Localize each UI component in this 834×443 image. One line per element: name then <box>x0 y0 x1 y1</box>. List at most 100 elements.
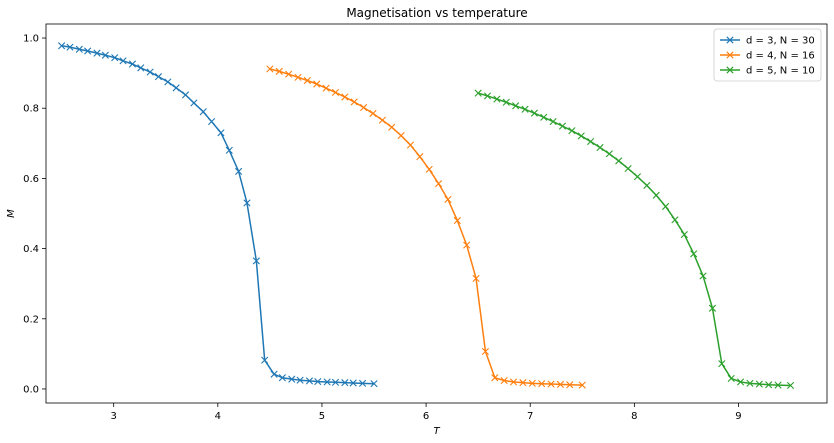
data-point <box>472 274 480 283</box>
series-1 <box>58 42 378 388</box>
data-point <box>181 91 190 99</box>
data-point <box>252 257 260 265</box>
data-point <box>727 374 735 383</box>
data-point <box>528 379 536 387</box>
chart-title: Magnetisation vs temperature <box>346 6 527 20</box>
data-point <box>671 216 679 224</box>
y-tick-label: 0.4 <box>23 244 39 255</box>
y-tick-label: 0.0 <box>23 384 39 395</box>
data-point <box>605 150 613 158</box>
data-point <box>662 202 670 211</box>
legend-swatch-marker <box>726 51 734 59</box>
data-point <box>207 117 216 126</box>
data-point <box>137 64 145 72</box>
legend-item: d = 4, N = 16 <box>720 51 815 62</box>
data-point <box>774 381 782 389</box>
data-point <box>718 360 726 368</box>
data-point <box>111 54 119 62</box>
data-point <box>305 377 314 385</box>
series-line <box>477 92 791 387</box>
y-tick-label: 0.6 <box>23 174 39 185</box>
data-point <box>341 93 349 101</box>
data-point <box>596 143 604 152</box>
axes-frame <box>45 23 828 404</box>
data-point <box>643 181 651 190</box>
data-point <box>708 304 717 312</box>
data-point <box>786 381 795 390</box>
data-point <box>481 347 490 356</box>
data-point <box>314 378 322 386</box>
data-point <box>549 117 557 126</box>
y-tick-label: 0.8 <box>23 104 39 115</box>
data-point <box>225 146 233 154</box>
x-axis-label: T <box>433 426 440 437</box>
data-point <box>331 378 340 386</box>
data-point <box>172 84 180 92</box>
x-axis: 3 4 5 6 7 8 9 <box>110 403 742 422</box>
data-point <box>578 381 586 389</box>
data-point <box>350 98 358 106</box>
data-point <box>416 153 424 161</box>
y-tick-label: 1.0 <box>23 34 39 45</box>
data-point <box>270 370 278 378</box>
data-point <box>322 84 330 92</box>
data-point <box>509 378 518 386</box>
data-point <box>369 109 377 118</box>
data-point <box>540 113 548 121</box>
data-point <box>261 356 269 364</box>
data-point <box>690 250 698 258</box>
data-point <box>444 195 452 204</box>
data-point <box>101 51 109 59</box>
data-point <box>502 98 510 106</box>
x-tick-label: 7 <box>527 411 533 422</box>
data-point <box>558 122 567 130</box>
data-point <box>615 157 623 165</box>
data-point <box>463 241 471 249</box>
data-point <box>547 380 555 388</box>
data-point <box>624 164 632 173</box>
data-point <box>406 141 415 149</box>
data-point <box>278 374 286 382</box>
data-point <box>199 108 207 116</box>
data-point <box>217 129 225 137</box>
x-tick-label: 4 <box>215 411 221 422</box>
data-point <box>378 116 386 124</box>
data-point <box>483 92 492 100</box>
legend: d = 3, N = 30 d = 4, N = 16 d = 5, N = 10 <box>713 28 822 82</box>
data-point <box>491 374 499 382</box>
data-point <box>397 132 405 140</box>
data-point <box>296 376 304 384</box>
legend-swatch-marker <box>726 66 734 74</box>
legend-item: d = 5, N = 10 <box>720 66 815 77</box>
data-point <box>331 88 340 97</box>
data-point <box>755 380 763 388</box>
data-point <box>341 379 349 387</box>
y-axis: 0.0 0.2 0.4 0.6 0.8 1.0 <box>23 34 46 395</box>
series-line <box>269 68 583 386</box>
data-point <box>349 379 357 387</box>
legend-item: d = 3, N = 30 <box>720 36 815 47</box>
x-tick-label: 9 <box>735 411 741 422</box>
data-point <box>190 99 198 107</box>
data-point <box>288 375 296 383</box>
data-point <box>680 230 688 239</box>
data-point <box>84 47 92 55</box>
data-point <box>519 379 527 387</box>
data-point <box>652 191 660 199</box>
x-tick-label: 3 <box>110 411 116 422</box>
series-2 <box>266 65 586 389</box>
x-tick-label: 5 <box>319 411 325 422</box>
series-3 <box>474 89 795 390</box>
data-point <box>530 109 538 117</box>
x-tick-label: 8 <box>631 411 637 422</box>
data-point <box>370 380 378 388</box>
data-point <box>556 380 565 388</box>
data-point <box>294 73 302 81</box>
data-point <box>493 95 501 103</box>
data-point <box>128 60 137 68</box>
data-point <box>633 173 642 181</box>
data-point <box>434 180 443 188</box>
data-point <box>568 127 576 135</box>
